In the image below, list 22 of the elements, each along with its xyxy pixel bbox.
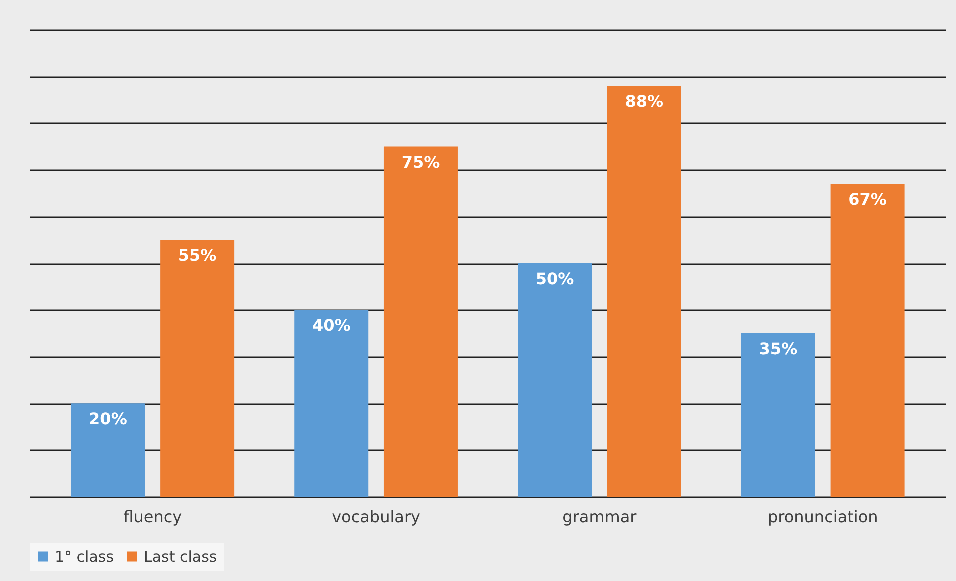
bar [71,404,146,497]
bar [607,86,682,497]
x-tick-label: fluency [124,508,182,526]
x-tick-label: pronunciation [768,508,878,526]
bar [741,334,816,497]
data-label: 40% [312,316,351,336]
bar [830,184,905,497]
data-label: 35% [759,340,798,359]
x-tick-label: grammar [562,508,638,526]
data-label: 88% [625,92,664,112]
data-label: 50% [536,270,574,288]
legend-label: 1° class [55,548,114,566]
data-label: 67% [848,190,887,210]
bar [518,264,592,497]
bar [294,310,369,497]
data-label: 75% [402,152,440,172]
bar [160,240,235,497]
data-label: 20% [89,410,128,429]
data-label: 55% [178,246,217,266]
x-tick-label: vocabulary [332,508,421,526]
legend-label: Last class [144,548,218,566]
bar [384,146,458,497]
